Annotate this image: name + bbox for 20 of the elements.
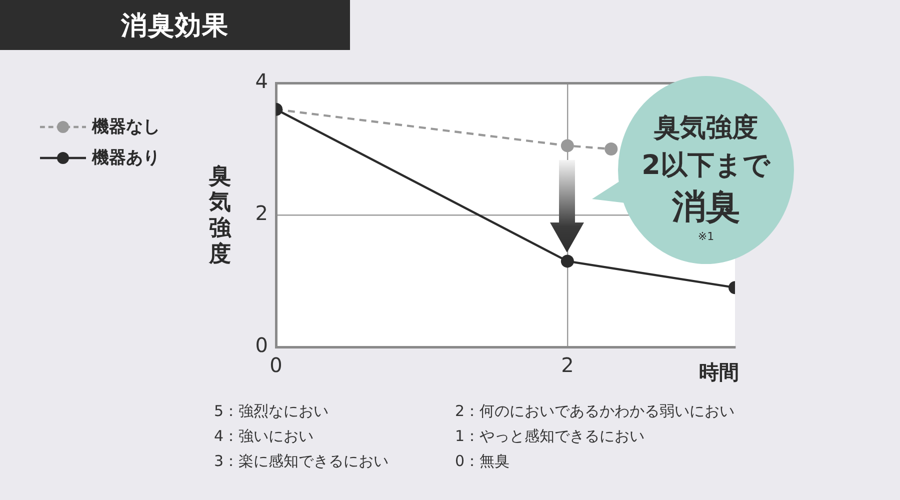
annotation: 消臭 xyxy=(670,187,741,227)
chart-title: 消臭効果 xyxy=(0,0,350,50)
y-tick-label: 0 xyxy=(255,333,268,358)
y-tick-label: 2 xyxy=(255,201,268,226)
annotation: 臭気強度 xyxy=(652,113,759,143)
text: 0：無臭 xyxy=(455,452,510,471)
text: 5：強烈なにおい xyxy=(214,402,329,421)
text: 2：何のにおいであるかわかる弱いにおい xyxy=(455,402,735,421)
legend-label: 機器なし xyxy=(92,116,160,138)
x-axis-title: 時間 xyxy=(699,359,739,386)
text: 4：強いにおい xyxy=(214,427,314,446)
text: 3：楽に感知できるにおい xyxy=(214,452,389,471)
point xyxy=(604,142,618,156)
y-tick-label: 4 xyxy=(255,69,268,94)
annotation: 2以下まで xyxy=(640,150,772,181)
y-axis-title: 臭気強度 xyxy=(208,164,232,268)
legend-label: 機器あり xyxy=(92,147,160,169)
text: 1：やっと感知できるにおい xyxy=(455,427,645,446)
annotation: ※1 xyxy=(696,230,716,243)
point xyxy=(560,139,574,152)
